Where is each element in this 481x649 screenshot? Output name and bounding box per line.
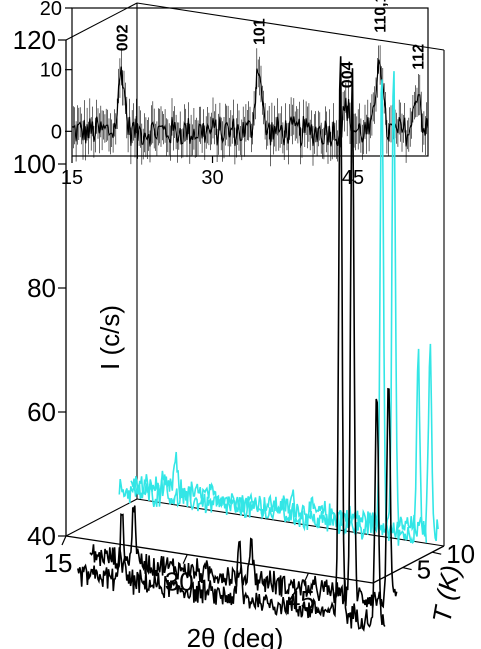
peak-label: 002 xyxy=(115,24,132,51)
floor-left-edge xyxy=(65,498,138,537)
x-tick-label: 45 xyxy=(286,585,315,615)
y-tick-label: 120 xyxy=(13,25,56,55)
top-y-tick-label: 0 xyxy=(51,121,62,143)
top-x-tick-label: 30 xyxy=(201,167,223,189)
top-y-tick-label: 10 xyxy=(40,60,62,82)
y-axis-label: I (c/s) xyxy=(95,305,125,370)
x-axis-line xyxy=(65,535,374,584)
back-top-edge xyxy=(136,2,445,51)
top-x-tick-label: 15 xyxy=(61,167,83,189)
series-line-T2 xyxy=(77,56,386,632)
top-y-tick-label: 20 xyxy=(40,0,62,20)
x-tick-label: 30 xyxy=(165,567,194,597)
z-tick xyxy=(432,551,442,555)
y-tick-label: 100 xyxy=(13,149,56,179)
x-tick-label: 15 xyxy=(44,548,73,578)
x-tick xyxy=(61,535,67,546)
z-tick xyxy=(402,567,412,571)
y-tick-label: 40 xyxy=(27,521,56,551)
y-tick-label: 80 xyxy=(27,273,56,303)
top-plot-frame xyxy=(71,7,429,157)
x-axis-label: 2θ (deg) xyxy=(187,623,284,649)
z-tick-label: 5 xyxy=(417,555,431,585)
peak-label: 101 xyxy=(251,18,268,45)
x-tick xyxy=(182,554,188,564)
top-left-depth-edge xyxy=(65,2,138,41)
z-tick-label: 10 xyxy=(446,539,475,569)
x-tick xyxy=(303,572,309,583)
peak-label: 004 xyxy=(340,61,357,88)
series-line-T4 xyxy=(89,68,398,609)
z-axis-label: T (K) xyxy=(426,563,466,625)
y-tick-label: 60 xyxy=(27,397,56,427)
top-pattern-line xyxy=(71,59,429,149)
peak-label: 112 xyxy=(411,44,428,70)
peak-label: 110,103 xyxy=(372,0,389,33)
